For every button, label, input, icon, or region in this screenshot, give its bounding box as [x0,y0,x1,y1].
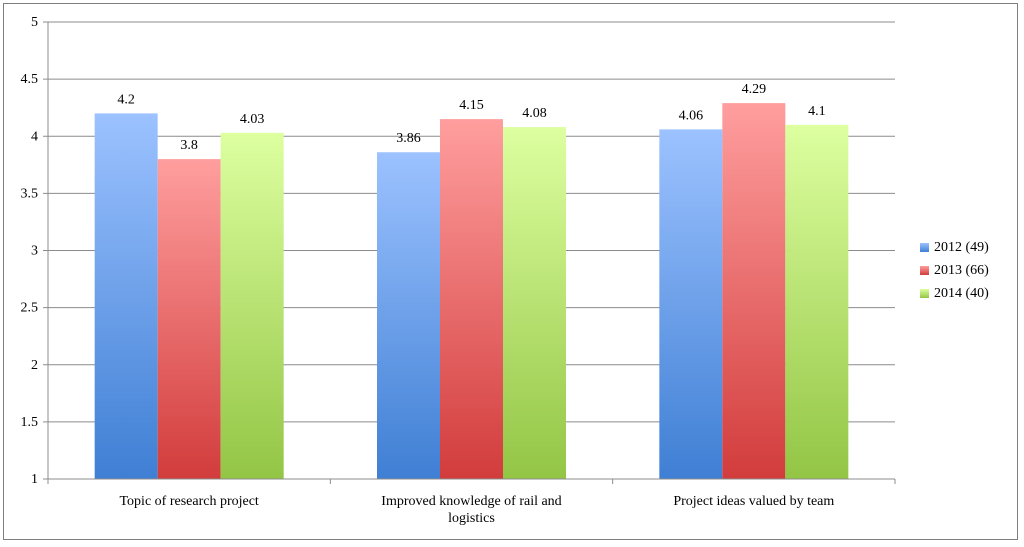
data-label: 4.15 [459,98,484,113]
y-tick-label: 4.5 [21,72,39,87]
legend-label: 2013 (66) [934,262,989,278]
bars: 4.2 3.8 4.03 3.86 4.15 4.08 4.06 4.29 4.1 [94,82,849,480]
y-axis: 1 1.5 2 2.5 3 3.5 4 4.5 5 [21,15,49,487]
legend-label: 2012 (49) [934,239,989,255]
legend-swatch [920,289,929,298]
bar-2012-cat0 [94,113,158,480]
bar-2014-cat1 [503,127,566,480]
bar-2013-cat2 [722,103,786,480]
bar-2014-cat0 [220,132,284,479]
y-tick-label: 3 [31,244,38,259]
x-axis: Topic of research project Improved knowle… [47,478,896,526]
legend-item: 2012 (49) [920,236,989,259]
y-tick-label: 2.5 [21,301,39,316]
legend-label: 2014 (40) [934,285,989,301]
data-label: 3.86 [396,131,421,146]
data-label: 3.8 [180,138,198,153]
data-label: 4.03 [240,112,265,127]
x-tick-label: Improved knowledge of rail and [381,494,561,509]
bar-2014-cat2 [785,124,849,479]
data-label: 4.08 [522,106,547,121]
bar-2013-cat0 [157,159,221,479]
legend-swatch [920,266,929,275]
legend-item: 2013 (66) [920,259,989,282]
y-tick-label: 1.5 [21,415,39,430]
bar-2013-cat1 [440,119,503,480]
legend: 2012 (49) 2013 (66) 2014 (40) [920,236,989,305]
y-tick-label: 4 [31,129,38,144]
data-label: 4.06 [679,108,704,123]
bar-2012-cat1 [377,152,440,479]
bar-2012-cat2 [659,129,723,479]
y-tick-label: 3.5 [21,186,39,201]
y-tick-label: 1 [31,472,38,487]
legend-item: 2014 (40) [920,282,989,305]
legend-swatch [920,243,929,252]
x-tick-label: Project ideas valued by team [673,494,834,509]
data-label: 4.2 [117,92,135,107]
data-label: 4.1 [808,104,826,119]
y-tick-label: 2 [31,358,38,373]
y-tick-label: 5 [31,15,38,30]
x-tick-label: logistics [448,511,495,526]
x-tick-label: Topic of research project [119,494,258,509]
data-label: 4.29 [742,82,767,97]
